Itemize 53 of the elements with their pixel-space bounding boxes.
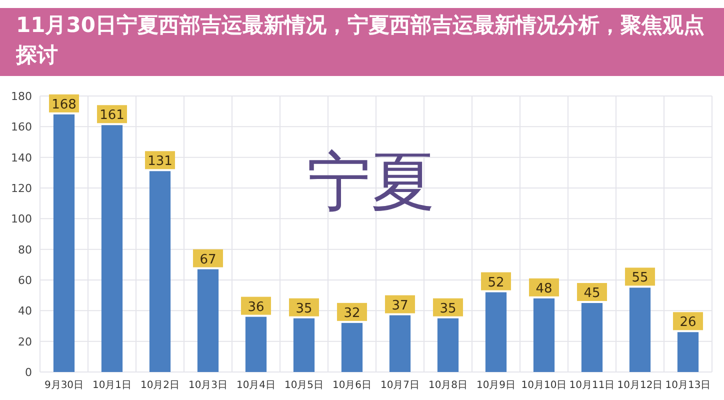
data-label: 168 (52, 97, 76, 112)
bar (437, 318, 459, 372)
data-label: 35 (440, 301, 456, 316)
data-label: 45 (584, 286, 600, 301)
bar (245, 316, 267, 372)
y-tick-label: 140 (11, 151, 32, 164)
x-tick-label: 10月11日 (569, 380, 615, 391)
data-label: 48 (536, 281, 552, 296)
y-tick-label: 40 (18, 304, 32, 318)
data-label: 36 (248, 300, 264, 315)
bar (581, 303, 603, 372)
x-tick-label: 10月12日 (617, 380, 663, 391)
bar (629, 288, 651, 372)
y-tick-label: 0 (25, 366, 32, 379)
x-tick-label: 10月5日 (284, 380, 324, 391)
x-tick-label: 10月4日 (236, 380, 276, 391)
data-label: 131 (148, 154, 172, 170)
bar (197, 269, 219, 372)
x-tick-label: 9月30日 (44, 380, 84, 391)
bar (101, 125, 123, 372)
data-label: 52 (488, 275, 504, 290)
x-tick-label: 10月13日 (665, 380, 711, 391)
data-label: 67 (200, 252, 216, 268)
annotation: 宁夏 (307, 145, 436, 220)
bar (53, 114, 75, 372)
data-label: 32 (344, 306, 360, 321)
x-tick-label: 10月8日 (428, 380, 468, 391)
data-label: 161 (100, 108, 124, 124)
x-tick-label: 10月10日 (521, 380, 567, 391)
x-tick-label: 10月6日 (332, 380, 372, 391)
y-tick-label: 180 (11, 90, 32, 103)
y-tick-label: 120 (11, 182, 32, 195)
bar (341, 322, 363, 372)
x-tick-label: 10月9日 (476, 380, 516, 391)
data-label: 37 (392, 298, 408, 314)
y-tick-label: 80 (18, 243, 32, 256)
bar (485, 292, 507, 372)
data-label: 26 (680, 315, 696, 330)
x-tick-label: 10月1日 (92, 380, 132, 391)
bar (677, 332, 699, 372)
bar (149, 171, 171, 372)
bar (293, 318, 315, 372)
x-tick-label: 10月7日 (380, 380, 420, 391)
y-tick-label: 160 (11, 120, 32, 134)
x-tick-label: 10月2日 (140, 380, 180, 391)
data-label: 35 (296, 301, 312, 316)
x-tick-label: 10月3日 (188, 380, 228, 391)
bar (389, 315, 411, 372)
y-tick-label: 20 (18, 335, 32, 348)
y-tick-label: 100 (11, 212, 32, 226)
y-tick-label: 60 (18, 274, 32, 287)
data-label: 55 (632, 270, 648, 286)
bar (533, 298, 555, 372)
